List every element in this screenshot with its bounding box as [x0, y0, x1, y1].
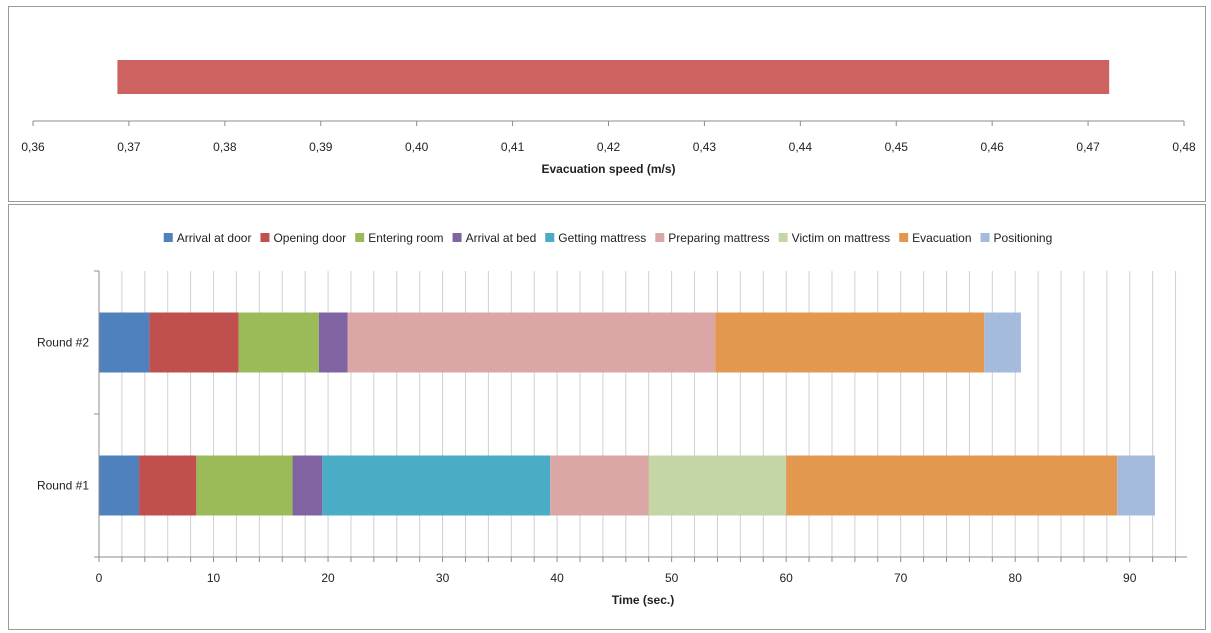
- speed-x-tick-label: 0,43: [693, 140, 717, 154]
- legend-item: Arrival at bed: [452, 231, 537, 245]
- bar-segment: [786, 455, 1118, 516]
- time-x-tick-label: 50: [665, 571, 679, 585]
- speed-x-tick-label: 0,47: [1076, 140, 1100, 154]
- bar-segment: [318, 312, 348, 373]
- legend-swatch: [655, 233, 665, 242]
- time-x-tick-label: 40: [550, 571, 564, 585]
- speed-x-tick-label: 0,38: [213, 140, 237, 154]
- speed-x-tick-label: 0,41: [501, 140, 525, 154]
- bar-segment: [715, 312, 985, 373]
- speed-x-tick-label: 0,48: [1172, 140, 1196, 154]
- time-axis-title: Time (sec.): [612, 593, 674, 607]
- legend-label: Arrival at bed: [466, 231, 537, 245]
- time-x-tick-label: 70: [894, 571, 908, 585]
- speed-x-tick-label: 0,37: [117, 140, 141, 154]
- bar-segment: [99, 312, 150, 373]
- bar-segment: [1117, 455, 1155, 516]
- legend-swatch: [778, 233, 788, 242]
- bar-segment: [238, 312, 319, 373]
- time-x-tick-label: 80: [1009, 571, 1023, 585]
- legend-label: Positioning: [994, 231, 1053, 245]
- bar-segment: [196, 455, 293, 516]
- legend-swatch: [980, 233, 990, 242]
- legend-swatch: [163, 233, 173, 242]
- bar-segment: [139, 455, 197, 516]
- legend-label: Evacuation: [912, 231, 971, 245]
- legend-label: Getting mattress: [558, 231, 646, 245]
- legend-item: Victim on mattress: [778, 231, 890, 245]
- speed-chart-panel: 0,36 0,37 0,38 0,39 0,40 0,41 0,42 0,43 0,44 0,45…: [8, 6, 1206, 202]
- time-x-tick-label: 90: [1123, 571, 1137, 585]
- legend-label: Preparing mattress: [668, 231, 769, 245]
- bar-segment: [550, 455, 649, 516]
- time-x-tick-label: 0: [96, 571, 103, 585]
- time-x-tick-label: 60: [779, 571, 793, 585]
- legend-label: Arrival at door: [177, 231, 252, 245]
- bar-segment: [984, 312, 1021, 373]
- legend-label: Opening door: [273, 231, 346, 245]
- speed-x-tick-label: 0,36: [21, 140, 45, 154]
- bar-segment: [322, 455, 551, 516]
- bar-segment: [347, 312, 716, 373]
- legend-swatch: [355, 233, 365, 242]
- time-x-tick-label: 10: [207, 571, 221, 585]
- legend-swatch: [260, 233, 270, 242]
- legend-label: Entering room: [368, 231, 443, 245]
- speed-x-tick-label: 0,46: [980, 140, 1004, 154]
- category-label: Round #1: [37, 479, 89, 493]
- speed-x-tick-label: 0,42: [597, 140, 621, 154]
- speed-range-bar: [117, 60, 1110, 94]
- legend-item: Opening door: [260, 231, 346, 245]
- legend-item: Getting mattress: [545, 231, 646, 245]
- legend-item: Entering room: [355, 231, 444, 245]
- legend-swatch: [899, 233, 909, 242]
- time-x-tick-label: 20: [321, 571, 335, 585]
- legend-swatch: [545, 233, 555, 242]
- bar-segment: [99, 455, 140, 516]
- speed-axis-title: Evacuation speed (m/s): [541, 162, 675, 176]
- speed-x-tick-label: 0,40: [405, 140, 429, 154]
- time-x-tick-label: 30: [436, 571, 450, 585]
- legend-item: Preparing mattress: [655, 231, 770, 245]
- speed-chart: 0,36 0,37 0,38 0,39 0,40 0,41 0,42 0,43 0,44 0,45…: [21, 60, 1196, 176]
- time-chart: Round #2 Round #1 0 10 20 30 40 50 60 70 80 90 Arri…: [37, 231, 1187, 607]
- speed-x-tick-label: 0,45: [885, 140, 909, 154]
- category-label: Round #2: [37, 336, 89, 350]
- bar-segment: [292, 455, 323, 516]
- legend-item: Evacuation: [899, 231, 972, 245]
- bar-segment: [149, 312, 239, 373]
- legend-swatch: [452, 233, 462, 242]
- time-chart-panel: Round #2 Round #1 0 10 20 30 40 50 60 70 80 90 Arri…: [8, 204, 1206, 630]
- bar-segment: [648, 455, 787, 516]
- speed-x-tick-label: 0,44: [789, 140, 813, 154]
- speed-x-tick-label: 0,39: [309, 140, 333, 154]
- legend-item: Arrival at door: [163, 231, 252, 245]
- legend-label: Victim on mattress: [792, 231, 890, 245]
- legend-item: Positioning: [980, 231, 1053, 245]
